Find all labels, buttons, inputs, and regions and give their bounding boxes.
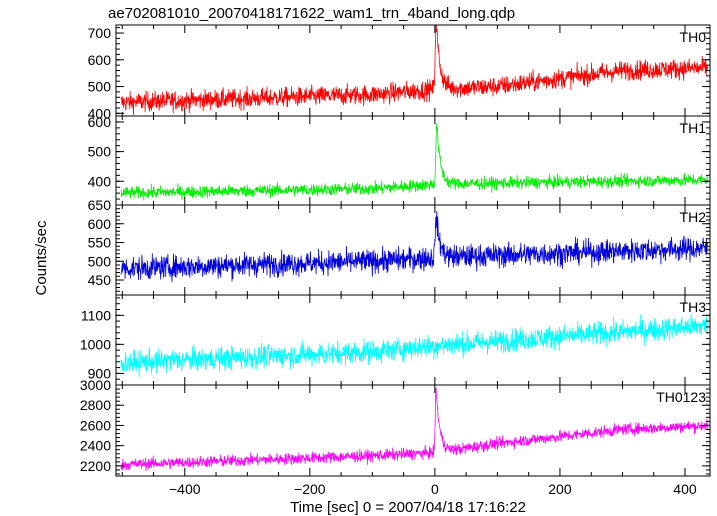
- y-tick-label: 2800: [80, 397, 111, 413]
- y-tick-label: 900: [88, 365, 112, 381]
- panel-label-th1: TH1: [680, 120, 707, 136]
- y-tick-label: 1000: [80, 336, 111, 352]
- y-tick-label: 600: [88, 52, 112, 68]
- x-tick-label: 400: [673, 481, 697, 497]
- y-tick-label: 400: [88, 105, 112, 121]
- panel-th0: 400 500 600 700 TH0: [88, 24, 711, 121]
- y-axis-label: Counts/sec: [33, 220, 50, 296]
- panel-label-th0: TH0: [680, 29, 707, 45]
- panel-label-th0123: TH0123: [656, 389, 706, 405]
- y-tick-label: 550: [88, 235, 112, 251]
- panel-th2: 450 500 550 600 650 TH2: [88, 197, 711, 296]
- panel-label-th2: TH2: [680, 209, 707, 225]
- panel-th1: 400 500 600 TH1: [88, 114, 711, 206]
- panel-frame: [115, 294, 711, 386]
- series-line-th3: [120, 314, 708, 378]
- x-tick-label: 0: [431, 481, 439, 497]
- x-axis-label: Time [sec] 0 = 2007/04/18 17:16:22: [290, 499, 526, 516]
- series-line-th0: [120, 25, 708, 115]
- series-line-th2: [120, 211, 708, 283]
- y-tick-label: 2200: [80, 458, 111, 474]
- y-tick-label: 700: [88, 25, 112, 41]
- y-tick-label: 2400: [80, 438, 111, 454]
- chart-title: ae702081010_20070418171622_wam1_trn_4ban…: [108, 5, 515, 22]
- panels-group: 400 500 600 700 TH0 400 500 600 TH1 450 500 550 600 6…: [80, 24, 711, 497]
- panel-th3: 900 1000 1100 TH3: [80, 294, 711, 386]
- y-tick-label: 3000: [80, 377, 111, 393]
- y-tick-label: 2600: [80, 417, 111, 433]
- series-line-th1: [120, 123, 708, 201]
- panel-th0123: 2200 2400 2600 2800 3000 TH0123: [80, 377, 711, 477]
- y-tick-label: 500: [88, 79, 112, 95]
- y-tick-label: 400: [88, 173, 112, 189]
- x-tick-label: −200: [294, 481, 326, 497]
- y-tick-label: 450: [88, 272, 112, 288]
- x-tick-label: 200: [548, 481, 572, 497]
- panel-frame: [115, 115, 711, 206]
- panel-label-th3: TH3: [680, 299, 707, 315]
- y-tick-label: 500: [88, 253, 112, 269]
- y-tick-label: 650: [88, 197, 112, 213]
- y-tick-label: 1100: [81, 307, 111, 323]
- x-tick-label: −400: [169, 481, 201, 497]
- y-tick-label: 600: [88, 114, 112, 130]
- y-tick-label: 600: [88, 216, 112, 232]
- panel-frame: [115, 384, 711, 477]
- series-line-th0123: [120, 387, 708, 472]
- y-tick-label: 500: [88, 144, 112, 160]
